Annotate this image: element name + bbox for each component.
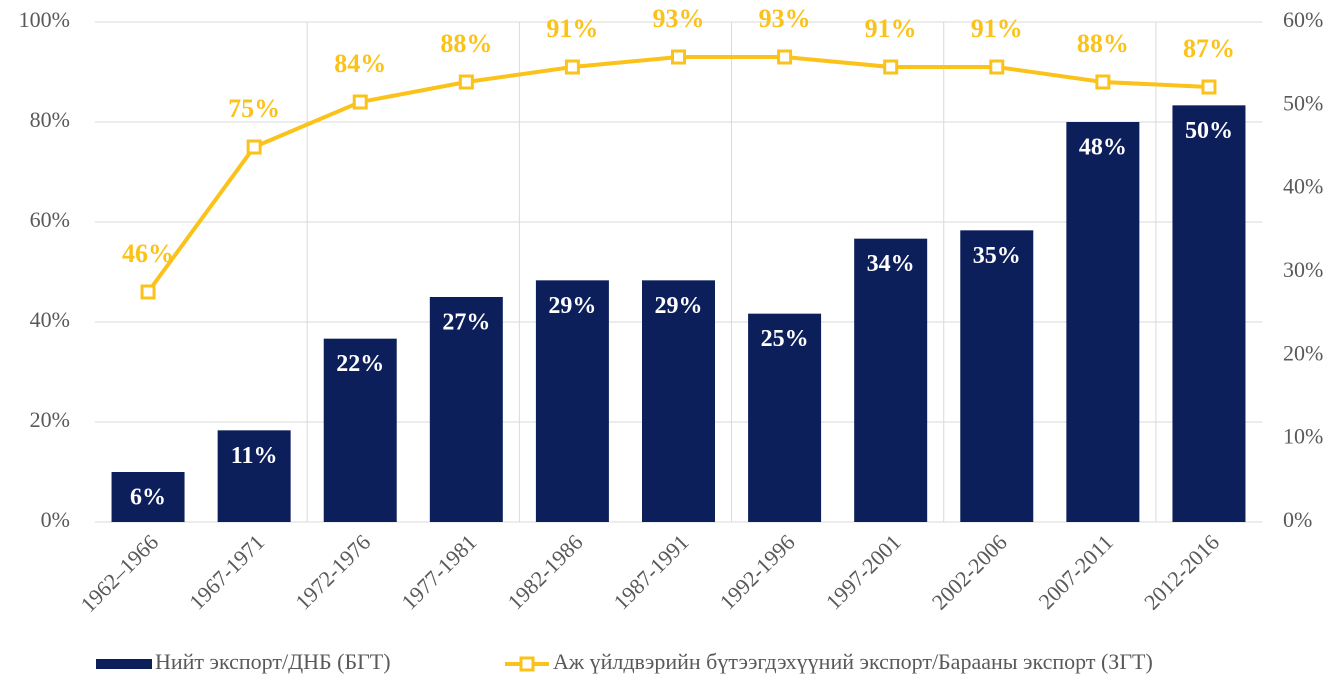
y-tick-label: 60% bbox=[30, 207, 70, 232]
bar bbox=[748, 313, 822, 522]
x-tick-label: 1962–1966 bbox=[75, 529, 163, 617]
line-marker bbox=[564, 59, 580, 75]
bar bbox=[111, 472, 185, 522]
y2-tick-label: 60% bbox=[1283, 7, 1323, 32]
line-marker bbox=[671, 49, 686, 65]
bar bbox=[960, 230, 1034, 523]
y2-tick-label: 50% bbox=[1283, 90, 1323, 115]
x-tick-label: 1982-1986 bbox=[502, 529, 587, 614]
bar-value-label: 27% bbox=[442, 310, 490, 336]
y2-tick-label: 30% bbox=[1283, 257, 1323, 282]
x-tick-label: 1972-1976 bbox=[290, 529, 375, 614]
line-marker bbox=[777, 49, 793, 65]
x-tick-label: 1992-1996 bbox=[715, 529, 800, 614]
x-tick-label: 2002-2006 bbox=[927, 529, 1012, 614]
line-marker bbox=[140, 284, 156, 300]
bar-value-label: 29% bbox=[655, 293, 703, 319]
line-value-label: 87% bbox=[1183, 34, 1235, 63]
y2-tick-label: 40% bbox=[1283, 174, 1323, 199]
line-value-label: 91% bbox=[971, 14, 1023, 43]
bar-value-label: 29% bbox=[548, 293, 596, 319]
line-value-label: 88% bbox=[1077, 29, 1129, 58]
legend-label: Аж үйлдвэрийн бүтээгдэхүүний экспорт/Бар… bbox=[553, 649, 1153, 674]
line-value-label: 91% bbox=[546, 14, 598, 43]
bar bbox=[1172, 105, 1246, 522]
line-marker bbox=[352, 94, 368, 110]
bar bbox=[854, 238, 928, 522]
y-tick-label: 100% bbox=[19, 7, 70, 32]
legend-swatch bbox=[519, 656, 535, 672]
bar bbox=[535, 280, 609, 522]
bar bbox=[1066, 122, 1140, 522]
bar-value-label: 50% bbox=[1185, 118, 1233, 144]
bar-value-label: 34% bbox=[867, 251, 915, 277]
y-tick-label: 40% bbox=[30, 307, 70, 332]
line-value-label: 91% bbox=[865, 14, 917, 43]
line-value-label: 88% bbox=[440, 29, 492, 58]
legend-swatch bbox=[96, 659, 152, 669]
y-tick-label: 80% bbox=[30, 107, 70, 132]
bar-value-label: 6% bbox=[130, 485, 166, 511]
x-tick-label: 2012-2016 bbox=[1139, 529, 1224, 614]
x-tick-label: 1987-1991 bbox=[609, 529, 694, 614]
line-value-label: 84% bbox=[334, 49, 386, 78]
line-marker bbox=[883, 59, 899, 75]
y2-tick-label: 10% bbox=[1283, 424, 1323, 449]
bar bbox=[429, 297, 503, 522]
bar-value-label: 25% bbox=[761, 326, 809, 352]
line-marker bbox=[1201, 79, 1217, 95]
x-tick-label: 1967-1971 bbox=[184, 529, 269, 614]
bar-value-label: 35% bbox=[973, 243, 1021, 269]
bar bbox=[642, 280, 715, 522]
x-tick-label: 2007-2011 bbox=[1033, 529, 1118, 614]
x-tick-label: 1997-2001 bbox=[821, 529, 906, 614]
line-marker bbox=[1095, 74, 1111, 90]
x-tick-label: 1977-1981 bbox=[396, 529, 481, 614]
bar bbox=[217, 430, 291, 522]
y-tick-label: 0% bbox=[41, 507, 70, 532]
line-marker bbox=[246, 139, 262, 155]
bar-value-label: 11% bbox=[231, 443, 278, 469]
line-value-label: 46% bbox=[122, 239, 174, 268]
line-marker bbox=[989, 59, 1005, 75]
y-tick-label: 20% bbox=[30, 407, 70, 432]
line-value-label: 93% bbox=[759, 4, 811, 33]
y2-tick-label: 0% bbox=[1283, 507, 1312, 532]
line-value-label: 75% bbox=[228, 94, 280, 123]
y2-tick-label: 20% bbox=[1283, 340, 1323, 365]
line-marker bbox=[458, 74, 474, 90]
bar-value-label: 48% bbox=[1079, 135, 1127, 161]
line-value-label: 93% bbox=[653, 4, 705, 33]
bar bbox=[323, 338, 397, 522]
legend-label: Нийт экспорт/ДНБ (БГТ) bbox=[155, 649, 391, 674]
bar-value-label: 22% bbox=[336, 351, 384, 377]
